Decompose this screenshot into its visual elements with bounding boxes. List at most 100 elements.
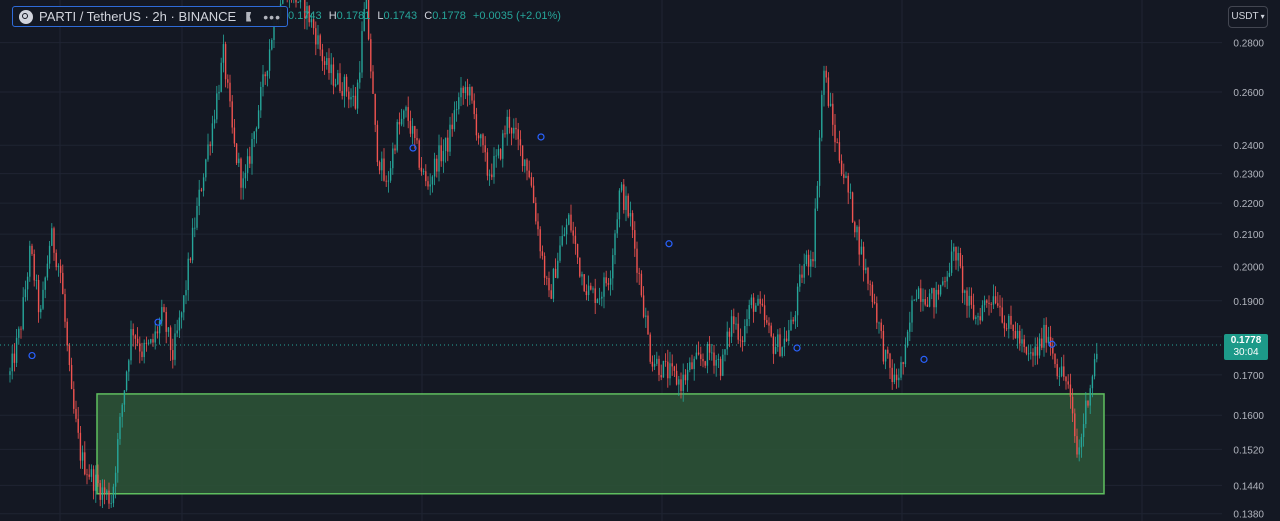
flag-icon[interactable] — [246, 11, 252, 22]
candle-body — [26, 276, 29, 290]
candle-body — [880, 322, 882, 331]
candle-body — [161, 307, 163, 322]
candle-body — [618, 190, 621, 220]
candle-body — [559, 245, 561, 261]
candle-body — [15, 337, 18, 363]
currency-select-button[interactable]: USDT ▾ — [1228, 6, 1268, 28]
candle-body — [570, 214, 572, 231]
candle-body — [502, 133, 504, 159]
candle-body — [328, 58, 330, 74]
candle-body — [359, 72, 361, 83]
candle-body — [693, 358, 695, 369]
candle-body — [574, 235, 577, 245]
candle-body — [1074, 413, 1076, 437]
high-value: 0.1781 — [336, 10, 371, 22]
candle-body — [656, 358, 658, 364]
candle-body — [172, 350, 174, 360]
candle-body — [733, 316, 735, 325]
candle-body — [548, 278, 550, 291]
candle-body — [612, 255, 614, 279]
candle-body — [295, 0, 297, 3]
candle-body — [515, 127, 517, 130]
more-options-button[interactable]: ••• — [263, 8, 281, 25]
candle-body — [1021, 339, 1023, 344]
candle-body — [125, 371, 128, 391]
candle-body — [851, 192, 854, 223]
candle-body — [1082, 424, 1085, 438]
candle-body — [499, 149, 502, 159]
candle-body — [207, 144, 209, 160]
candle-body — [339, 73, 341, 92]
candle-body — [653, 363, 656, 367]
candle-body — [213, 119, 216, 124]
candle-body — [964, 290, 966, 293]
candle-body — [158, 321, 161, 334]
candle-body — [840, 160, 843, 175]
price-tick-label: 0.2600 — [1233, 88, 1264, 99]
candle-body — [174, 333, 176, 360]
candle-body — [1065, 376, 1067, 382]
candle-body — [332, 64, 335, 86]
candle-body — [22, 297, 24, 330]
candle-body — [761, 303, 764, 306]
candle-body — [785, 338, 788, 341]
candle-body — [392, 148, 394, 169]
candle-body — [86, 474, 88, 476]
candle-body — [673, 366, 676, 371]
candle-body — [488, 174, 491, 176]
candle-body — [843, 174, 845, 178]
candle-body — [200, 189, 203, 191]
candle-body — [821, 94, 823, 138]
candle-body — [440, 145, 442, 162]
candle-body — [480, 134, 482, 139]
symbol-logo-icon — [19, 9, 33, 24]
candle-body — [649, 334, 651, 362]
candle-body — [860, 246, 863, 255]
candle-body — [266, 70, 269, 77]
candle-body — [799, 274, 801, 287]
candle-body — [814, 208, 816, 262]
candle-body — [939, 284, 942, 295]
candle-body — [469, 87, 471, 96]
candle-body — [55, 252, 57, 268]
candle-body — [616, 219, 618, 234]
event-markers-layer — [28, 133, 1056, 363]
candle-body — [823, 70, 825, 95]
symbol-legend[interactable]: PARTI / TetherUS · 2h · BINANCE ••• — [12, 6, 288, 27]
price-axis[interactable]: 0.2800 0.2600 0.2400 0.2300 0.2200 0.2100 0.20… — [1233, 39, 1264, 521]
candle-body — [647, 315, 649, 335]
candle-body — [407, 107, 409, 121]
candle-body — [968, 295, 970, 306]
candle-body — [854, 222, 856, 233]
candle-body — [1089, 388, 1091, 406]
candle-body — [442, 150, 445, 162]
candle-body — [372, 71, 374, 94]
candle-body — [609, 278, 612, 285]
candle-body — [101, 487, 104, 500]
candle-body — [264, 74, 266, 77]
candle-body — [847, 175, 849, 193]
candles-layer — [9, 0, 1098, 509]
candle-body — [154, 331, 156, 343]
candle-body — [136, 338, 139, 344]
candle-body — [88, 474, 90, 477]
candle-body — [893, 374, 896, 383]
candle-body — [337, 73, 339, 85]
candle-body — [695, 352, 698, 359]
candle-body — [1043, 324, 1045, 348]
high-key: H — [328, 10, 337, 22]
candle-body — [909, 322, 911, 332]
candle-body — [728, 331, 731, 337]
candle-body — [933, 288, 935, 308]
candle-body — [84, 452, 86, 475]
candle-body — [48, 245, 51, 264]
candle-body — [803, 264, 805, 278]
candle-body — [849, 192, 852, 194]
candle-body — [1041, 338, 1043, 348]
candle-body — [231, 101, 233, 128]
candle-body — [220, 62, 222, 92]
candle-body — [1030, 352, 1032, 354]
candle-body — [702, 358, 704, 362]
candle-body — [163, 307, 165, 312]
